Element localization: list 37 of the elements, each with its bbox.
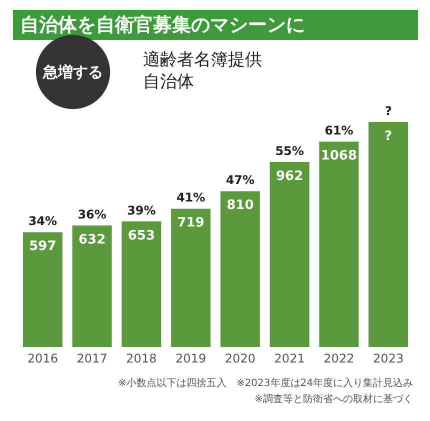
annotation: 61% bbox=[324, 124, 354, 138]
x-tick-label: 2019 bbox=[176, 352, 206, 366]
bar bbox=[319, 142, 359, 347]
bar bbox=[368, 122, 408, 347]
annotation: 39% bbox=[127, 203, 156, 218]
text: ※小数点以下は四捨五入 ※2023年度は24年度に入り集計見込み bbox=[118, 377, 413, 389]
data-label: ? bbox=[384, 129, 392, 144]
data-label: 597 bbox=[29, 239, 56, 254]
bar bbox=[22, 232, 62, 347]
text: 急増する bbox=[42, 63, 103, 81]
bar bbox=[72, 225, 112, 347]
bar bbox=[122, 221, 162, 347]
x-tick-label: 2021 bbox=[274, 352, 305, 366]
annotation: 41% bbox=[176, 190, 206, 205]
x-tick-label: 2020 bbox=[224, 352, 256, 366]
bar bbox=[270, 162, 310, 347]
annotation: ? bbox=[384, 104, 392, 118]
bar bbox=[220, 191, 260, 347]
x-tick-label: 2018 bbox=[126, 352, 157, 366]
data-label: 1068 bbox=[320, 148, 358, 164]
x-tick-label: 2017 bbox=[76, 352, 108, 366]
chart-subtitle: 適齢者名簿提供自治体 bbox=[143, 50, 262, 92]
x-tick-label: 2016 bbox=[27, 352, 58, 366]
data-label: 962 bbox=[276, 169, 304, 184]
annotation: 47% bbox=[226, 173, 255, 188]
data-label: 810 bbox=[226, 198, 254, 214]
annotation: 34% bbox=[28, 214, 58, 228]
chart-title: 自治体を自衛官募集のマシーンに bbox=[20, 14, 305, 36]
x-tick-label: 2023 bbox=[373, 352, 404, 366]
data-label: 719 bbox=[177, 216, 204, 231]
bar bbox=[171, 208, 211, 347]
annotation: 36% bbox=[78, 207, 106, 222]
text: ※調査等と防衛省への取材に基づく bbox=[254, 393, 413, 405]
data-label: 653 bbox=[128, 228, 156, 244]
annotation: 55% bbox=[275, 144, 304, 158]
data-label: 632 bbox=[78, 232, 106, 248]
x-tick-label: 2022 bbox=[324, 352, 354, 366]
